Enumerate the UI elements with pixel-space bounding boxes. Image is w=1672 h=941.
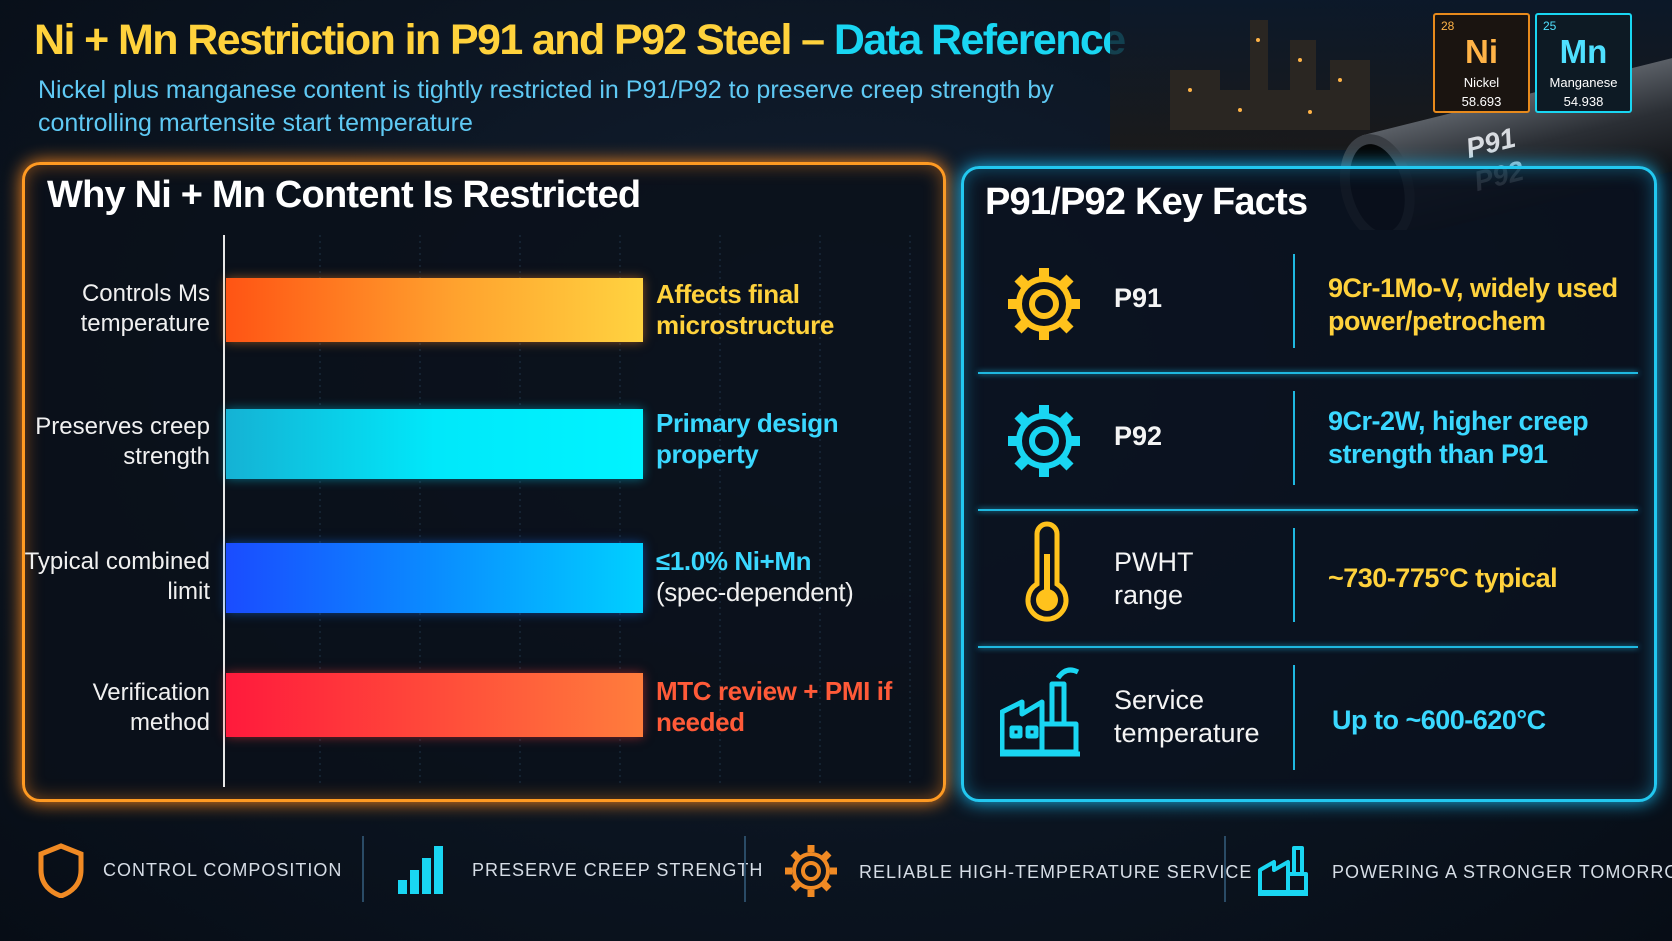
note-detail: (spec-dependent) [656, 577, 854, 607]
element-symbol: Mn [1559, 33, 1608, 70]
shield-icon [38, 843, 84, 898]
gear-icon [785, 845, 837, 897]
gear-icon [1008, 405, 1080, 477]
column-divider [1293, 665, 1295, 770]
row-note: ≤1.0% Ni+Mn (spec-dependent) [656, 546, 916, 608]
footer-divider [1224, 836, 1226, 902]
footer-item: POWERING A STRONGER TOMORROW [1332, 862, 1672, 882]
row-separator [978, 372, 1638, 374]
bars-icon [398, 846, 443, 894]
thermometer-icon [1025, 521, 1069, 622]
refinery-lights [1188, 38, 1342, 114]
row-separator [978, 509, 1638, 511]
title-accent: Data Reference [833, 16, 1126, 64]
fact-description: 9Cr-1Mo-V, widely used power/petrochem [1328, 273, 1618, 336]
atomic-mass: 54.938 [1563, 94, 1604, 109]
bar [226, 543, 643, 613]
fact-name: P92 [1114, 421, 1163, 451]
bar [226, 409, 643, 479]
bar [226, 673, 643, 737]
element-name: Manganese [1549, 75, 1618, 90]
title: Ni + Mn Restriction in P91 and P92 Steel… [34, 16, 1126, 65]
column-divider [1293, 254, 1295, 348]
panel-title: P91/P92 Key Facts [985, 181, 1308, 223]
row-note: MTC review + PMI if needed [656, 676, 892, 737]
footer-item: RELIABLE HIGH-TEMPERATURE SERVICE [859, 862, 1253, 882]
note-value: ≤1.0% Ni+Mn [656, 546, 812, 576]
title-main: Ni + Mn Restriction in P91 and P92 Steel… [34, 16, 825, 64]
footer-item: PRESERVE CREEP STRENGTH [472, 860, 764, 880]
atomic-number: 28 [1441, 19, 1455, 33]
fact-name: P91 [1114, 283, 1163, 313]
bar [226, 278, 643, 342]
row-label: Verification method [92, 679, 210, 736]
atomic-mass: 58.693 [1461, 94, 1502, 109]
footer-divider [362, 836, 364, 902]
fact-description: ~730-775°C typical [1328, 563, 1558, 593]
atomic-number: 25 [1543, 19, 1557, 33]
row-separator [978, 646, 1638, 648]
row-label: Preserves creep strength [35, 413, 210, 470]
fact-name: Service temperature [1114, 685, 1260, 748]
footer-item: CONTROL COMPOSITION [103, 860, 343, 880]
fact-description: 9Cr-2W, higher creep strength than P91 [1328, 406, 1589, 469]
subtitle: Nickel plus manganese content is tightly… [38, 76, 1054, 137]
right-panel [961, 166, 1657, 802]
element-tile: 28 Ni Nickel 58.693 [1433, 13, 1530, 113]
row-note: Primary design property [656, 408, 839, 469]
element-symbol: Ni [1465, 33, 1498, 70]
panel-title: Why Ni + Mn Content Is Restricted [47, 174, 641, 216]
fact-icons [1000, 268, 1080, 757]
factory-icon [1000, 667, 1080, 757]
fact-name: PWHT range [1114, 547, 1193, 610]
column-divider [1293, 528, 1295, 622]
element-name: Nickel [1463, 75, 1500, 90]
refinery [1170, 20, 1370, 130]
row-label: Controls Ms temperature [80, 280, 210, 337]
gear-icon [1008, 268, 1080, 340]
column-divider [1293, 391, 1295, 485]
element-tile: 25 Mn Manganese 54.938 [1535, 13, 1632, 113]
row-note: Affects final microstructure [656, 279, 834, 340]
row-label: Typical combined limit [24, 548, 210, 605]
factory-icon [1258, 846, 1308, 896]
fact-description: Up to ~600-620°C [1332, 705, 1546, 735]
footer-divider [744, 836, 746, 902]
